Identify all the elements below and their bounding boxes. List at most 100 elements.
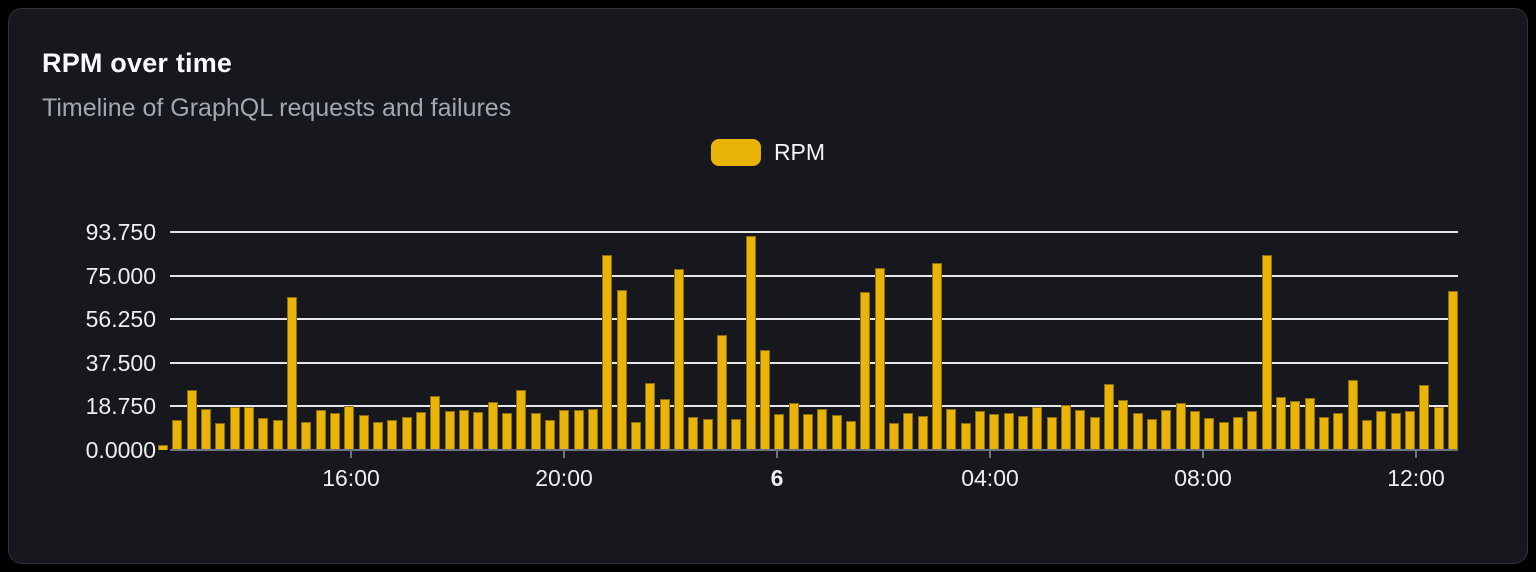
bar[interactable] bbox=[243, 407, 254, 450]
bar[interactable] bbox=[903, 413, 914, 450]
bar[interactable] bbox=[286, 296, 297, 450]
bar[interactable] bbox=[1447, 290, 1458, 450]
bar[interactable] bbox=[501, 412, 512, 450]
x-axis-tick-label: 08:00 bbox=[1174, 465, 1232, 491]
bar[interactable] bbox=[1132, 413, 1143, 450]
bar[interactable] bbox=[1404, 411, 1415, 450]
bar[interactable] bbox=[1232, 416, 1243, 450]
bar[interactable] bbox=[1261, 254, 1272, 450]
bar[interactable] bbox=[1218, 422, 1229, 450]
bar[interactable] bbox=[401, 416, 412, 450]
bar[interactable] bbox=[874, 267, 885, 450]
bar[interactable] bbox=[544, 420, 555, 450]
bar[interactable] bbox=[487, 402, 498, 450]
y-axis-tick-label: 18.750 bbox=[85, 393, 156, 420]
bar[interactable] bbox=[1275, 397, 1286, 450]
bar[interactable] bbox=[1390, 412, 1401, 450]
bar[interactable] bbox=[1075, 409, 1086, 450]
bar[interactable] bbox=[845, 421, 856, 450]
bar[interactable] bbox=[1161, 410, 1172, 450]
y-gridline bbox=[170, 361, 1458, 364]
bar[interactable] bbox=[1175, 402, 1186, 450]
bar[interactable] bbox=[917, 415, 928, 450]
bar[interactable] bbox=[1017, 415, 1028, 450]
bar[interactable] bbox=[458, 410, 469, 450]
bar[interactable] bbox=[888, 422, 899, 450]
bar[interactable] bbox=[630, 422, 641, 450]
bar[interactable] bbox=[1204, 417, 1215, 450]
bar[interactable] bbox=[473, 412, 484, 450]
bar[interactable] bbox=[444, 411, 455, 450]
x-axis-tick-mark bbox=[989, 451, 991, 458]
bar[interactable] bbox=[1318, 417, 1329, 450]
bar[interactable] bbox=[172, 419, 183, 450]
bar[interactable] bbox=[1032, 407, 1043, 450]
bar[interactable] bbox=[645, 382, 656, 450]
bar[interactable] bbox=[931, 262, 942, 450]
bar[interactable] bbox=[960, 423, 971, 450]
bar[interactable] bbox=[745, 236, 756, 450]
bar[interactable] bbox=[200, 409, 211, 450]
bar[interactable] bbox=[1103, 383, 1114, 450]
bar[interactable] bbox=[716, 335, 727, 450]
bar[interactable] bbox=[372, 422, 383, 450]
bar[interactable] bbox=[229, 407, 240, 450]
bar[interactable] bbox=[587, 408, 598, 450]
bar[interactable] bbox=[158, 445, 168, 450]
bar[interactable] bbox=[802, 413, 813, 450]
bar[interactable] bbox=[989, 414, 1000, 450]
bar[interactable] bbox=[387, 420, 398, 450]
bar[interactable] bbox=[1290, 401, 1301, 450]
bar[interactable] bbox=[1046, 417, 1057, 450]
bar[interactable] bbox=[1376, 411, 1387, 450]
bar[interactable] bbox=[315, 410, 326, 450]
bar[interactable] bbox=[344, 405, 355, 450]
bar[interactable] bbox=[272, 419, 283, 450]
bar[interactable] bbox=[946, 408, 957, 450]
bar[interactable] bbox=[1433, 407, 1444, 450]
bar[interactable] bbox=[831, 415, 842, 450]
bar[interactable] bbox=[516, 390, 527, 450]
bar[interactable] bbox=[215, 423, 226, 450]
bar[interactable] bbox=[788, 403, 799, 450]
bar[interactable] bbox=[1347, 380, 1358, 450]
bar[interactable] bbox=[1304, 397, 1315, 450]
bar[interactable] bbox=[186, 389, 197, 450]
bar[interactable] bbox=[329, 412, 340, 450]
bar[interactable] bbox=[673, 268, 684, 450]
bar[interactable] bbox=[688, 416, 699, 450]
bar[interactable] bbox=[1419, 384, 1430, 450]
bar[interactable] bbox=[1333, 413, 1344, 450]
bar[interactable] bbox=[530, 412, 541, 450]
bar[interactable] bbox=[1089, 416, 1100, 450]
y-axis-tick-label: 75.000 bbox=[85, 262, 156, 289]
bar[interactable] bbox=[415, 411, 426, 450]
bar[interactable] bbox=[1189, 410, 1200, 450]
bar[interactable] bbox=[974, 411, 985, 450]
bar[interactable] bbox=[430, 395, 441, 450]
bar[interactable] bbox=[860, 291, 871, 450]
bar[interactable] bbox=[358, 415, 369, 450]
bar[interactable] bbox=[702, 419, 713, 450]
bar[interactable] bbox=[301, 421, 312, 450]
bar[interactable] bbox=[731, 419, 742, 450]
bar[interactable] bbox=[1003, 413, 1014, 450]
bar[interactable] bbox=[1361, 420, 1372, 450]
bar[interactable] bbox=[759, 349, 770, 450]
bar[interactable] bbox=[602, 254, 613, 450]
legend-swatch-icon bbox=[710, 139, 761, 166]
bar[interactable] bbox=[1146, 419, 1157, 450]
bar[interactable] bbox=[1247, 411, 1258, 450]
bar[interactable] bbox=[1060, 405, 1071, 450]
y-gridline bbox=[170, 231, 1458, 233]
bar[interactable] bbox=[659, 398, 670, 450]
bar[interactable] bbox=[774, 414, 785, 450]
bar[interactable] bbox=[1118, 400, 1129, 450]
x-axis-tick-label: 16:00 bbox=[322, 465, 380, 491]
bar[interactable] bbox=[258, 418, 269, 450]
bar[interactable] bbox=[559, 410, 570, 450]
bar[interactable] bbox=[817, 409, 828, 450]
bar[interactable] bbox=[616, 289, 627, 450]
legend-item-rpm[interactable]: RPM bbox=[710, 139, 825, 166]
bar[interactable] bbox=[573, 410, 584, 450]
